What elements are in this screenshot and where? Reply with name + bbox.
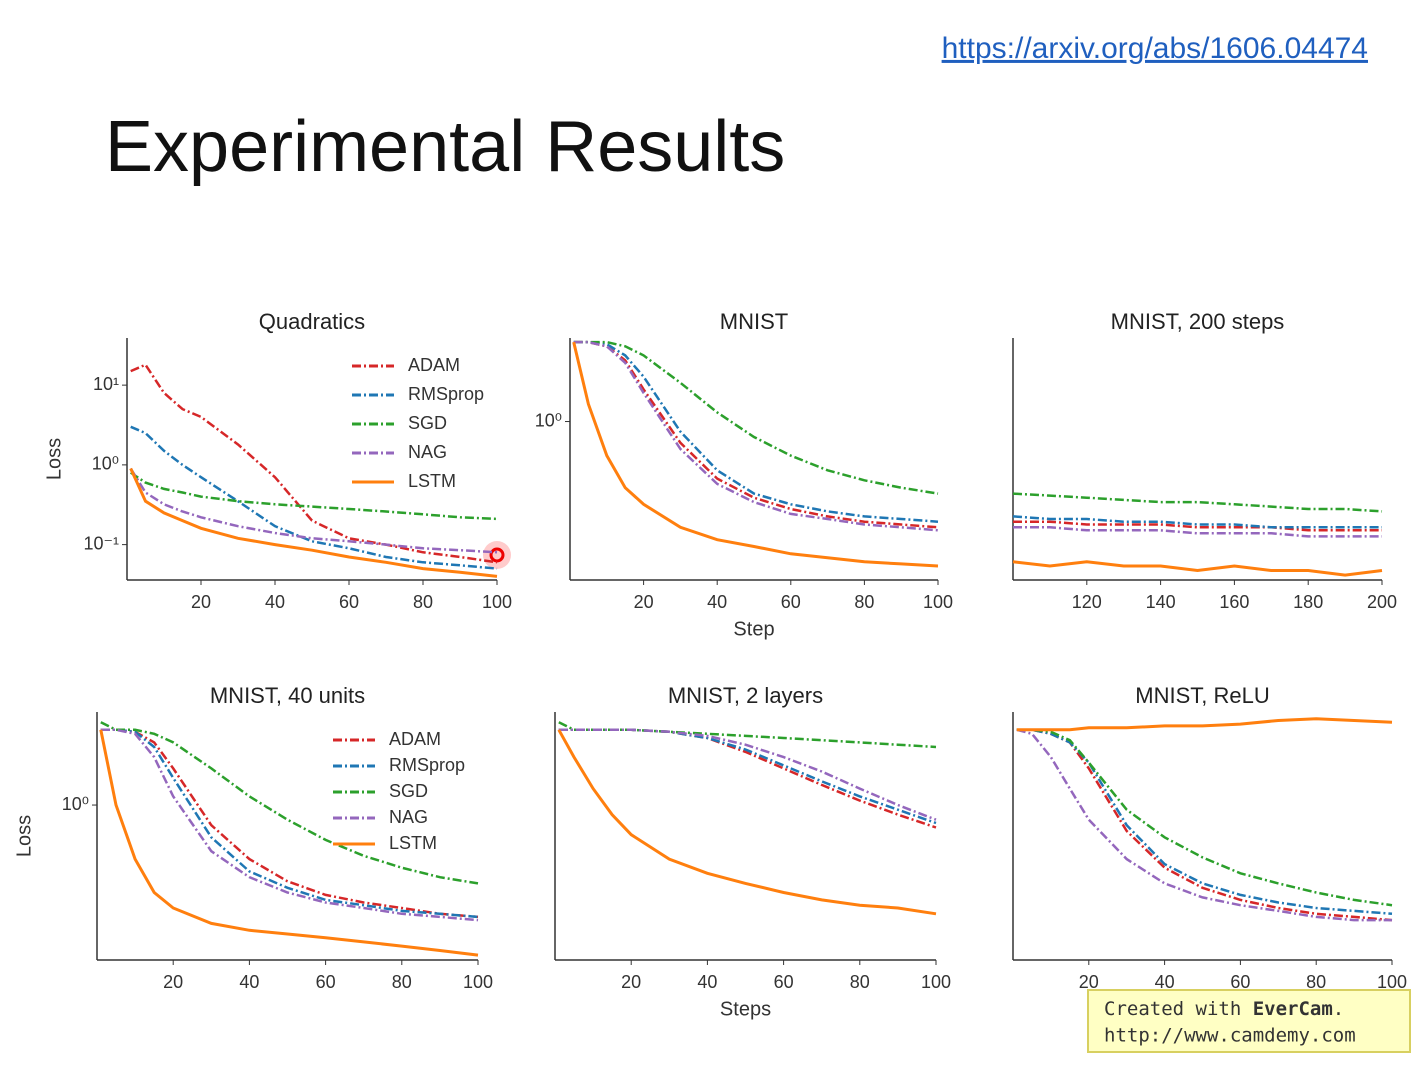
series-line: [130, 363, 498, 564]
x-tick-label: 100: [482, 592, 512, 612]
legend-label: LSTM: [408, 471, 456, 491]
series-line: [1013, 526, 1382, 538]
chart-title: MNIST: [720, 309, 788, 334]
series-line: [130, 425, 498, 570]
series-line: [573, 340, 939, 529]
legend-label: RMSprop: [389, 755, 465, 775]
series-line: [100, 728, 479, 922]
x-tick-label: 80: [1306, 972, 1326, 992]
chart-title: MNIST, ReLU: [1135, 683, 1269, 708]
x-tick-label: 20: [634, 592, 654, 612]
x-tick-label: 80: [413, 592, 433, 612]
x-tick-label: 20: [621, 972, 641, 992]
legend-label: LSTM: [389, 833, 437, 853]
y-axis-label: Loss: [43, 438, 65, 480]
watermark-line2: http://www.camdemy.com: [1104, 1025, 1356, 1047]
y-tick-label: 10⁰: [62, 794, 89, 814]
x-axis-label: Steps: [720, 998, 771, 1020]
series-line: [99, 729, 479, 957]
series-line: [557, 729, 937, 916]
cursor-glow: [483, 541, 511, 569]
series-line: [558, 721, 937, 749]
series-line: [1012, 492, 1383, 513]
series-line: [129, 467, 498, 554]
watermark-brand: EverCam: [1253, 998, 1333, 1020]
x-tick-label: 60: [316, 972, 336, 992]
chart-title: MNIST, 200 steps: [1111, 309, 1285, 334]
legend-label: SGD: [389, 781, 428, 801]
legend-label: RMSprop: [408, 384, 484, 404]
series-line: [558, 728, 937, 821]
y-tick-label: 10⁻¹: [83, 533, 119, 553]
watermark-prefix: Created with: [1104, 998, 1253, 1020]
watermark-box: [1087, 989, 1411, 1053]
x-tick-label: 40: [265, 592, 285, 612]
x-tick-label: 40: [239, 972, 259, 992]
series-line: [573, 340, 939, 523]
x-tick-label: 20: [191, 592, 211, 612]
watermark-line1: Created with EverCam.: [1104, 998, 1344, 1020]
x-tick-label: 60: [339, 592, 359, 612]
cursor: [489, 547, 505, 563]
watermark-suffix: .: [1333, 998, 1344, 1020]
paper-link[interactable]: https://arxiv.org/abs/1606.04474: [942, 32, 1368, 65]
series-line: [1016, 728, 1393, 922]
chart-title: MNIST, 40 units: [210, 683, 365, 708]
series-line: [129, 467, 498, 578]
x-tick-label: 40: [697, 972, 717, 992]
x-tick-label: 80: [392, 972, 412, 992]
x-tick-label: 80: [854, 592, 874, 612]
x-tick-label: 120: [1072, 592, 1102, 612]
x-tick-label: 100: [921, 972, 951, 992]
series-line: [1016, 728, 1392, 922]
legend-label: ADAM: [389, 729, 441, 749]
x-tick-label: 180: [1293, 592, 1323, 612]
x-tick-label: 20: [163, 972, 183, 992]
legend-label: SGD: [408, 413, 447, 433]
series-line: [130, 471, 498, 521]
x-tick-label: 100: [463, 972, 493, 992]
chart-title: Quadratics: [259, 309, 365, 334]
x-tick-label: 100: [1377, 972, 1407, 992]
x-tick-label: 20: [1079, 972, 1099, 992]
series-line: [573, 340, 939, 532]
series-line: [1012, 515, 1382, 529]
series-line: [573, 340, 939, 495]
x-tick-label: 40: [707, 592, 727, 612]
series-line: [1016, 728, 1393, 907]
series-line: [1016, 717, 1393, 732]
x-tick-label: 140: [1146, 592, 1176, 612]
slide-title: Experimental Results: [105, 107, 785, 187]
legend-label: NAG: [389, 807, 428, 827]
y-tick-label: 10⁰: [92, 454, 119, 474]
x-tick-label: 60: [1230, 972, 1250, 992]
series-line: [1012, 560, 1383, 577]
series-line: [100, 728, 479, 919]
legend-label: NAG: [408, 442, 447, 462]
y-tick-label: 10¹: [93, 374, 119, 394]
x-tick-label: 60: [781, 592, 801, 612]
series-line: [1016, 728, 1393, 916]
x-tick-label: 160: [1219, 592, 1249, 612]
x-tick-label: 40: [1155, 972, 1175, 992]
series-line: [100, 721, 479, 885]
x-tick-label: 100: [923, 592, 953, 612]
x-tick-label: 200: [1367, 592, 1397, 612]
y-tick-label: 10⁰: [535, 410, 562, 430]
x-axis-label: Step: [733, 618, 774, 640]
legend-label: ADAM: [408, 355, 460, 375]
x-tick-label: 60: [774, 972, 794, 992]
chart-title: MNIST, 2 layers: [668, 683, 823, 708]
y-axis-label: Loss: [13, 815, 35, 857]
x-tick-label: 80: [850, 972, 870, 992]
series-line: [572, 341, 939, 568]
series-line: [1013, 520, 1382, 532]
